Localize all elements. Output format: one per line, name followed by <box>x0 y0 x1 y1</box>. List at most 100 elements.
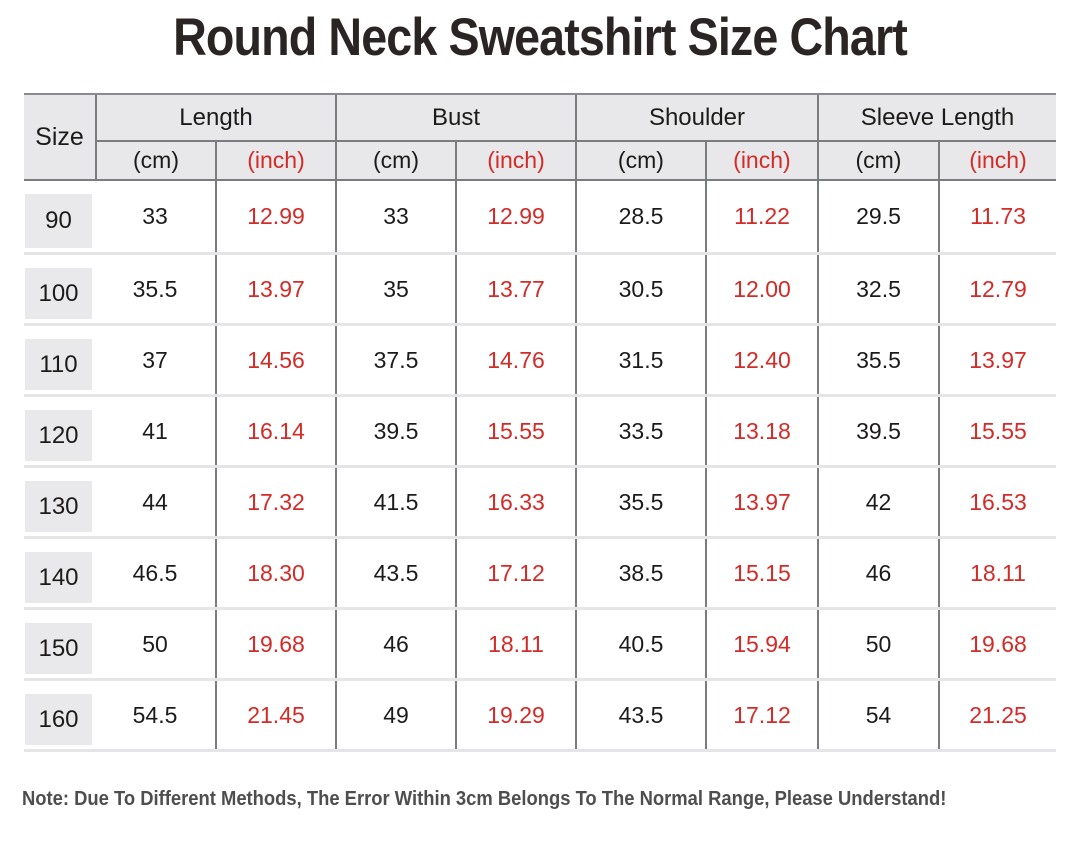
cell-bust-cm: 43.5 <box>335 539 455 607</box>
cell-sleeve-length-cm: 50 <box>817 610 938 678</box>
size-cell: 110 <box>24 326 95 394</box>
cell-length-inch: 13.97 <box>215 255 335 323</box>
col-group-length: Length (cm) (inch) <box>95 95 335 179</box>
col-group-units-bust: (cm) (inch) <box>337 142 575 179</box>
size-badge: 160 <box>25 694 92 745</box>
cell-sleeve-length-inch: 16.53 <box>938 468 1056 536</box>
cell-length-cm: 35.5 <box>132 275 178 302</box>
cell-sleeve-length-inch: 13.97 <box>938 326 1056 394</box>
size-cell: 150 <box>24 610 95 678</box>
cell-sleeve-length-cm: 39.5 <box>817 397 938 465</box>
table-row: 100 35.5 13.97 35 13.77 30.5 12.00 32.5 … <box>24 252 1056 323</box>
cell-length-inch: 18.30 <box>215 539 335 607</box>
table-body: 90 33 12.99 33 12.99 28.5 11.22 29.5 11.… <box>24 181 1056 752</box>
cell-bust-inch: 12.99 <box>455 181 575 252</box>
cell-shoulder-cm: 33.5 <box>575 397 705 465</box>
col-header-length-cm: (cm) <box>133 147 179 173</box>
cell-length-inch: 21.45 <box>215 681 335 749</box>
col-header-shoulder-inch: (inch) <box>704 142 817 179</box>
cell-shoulder-cm: 38.5 <box>575 539 705 607</box>
col-header-shoulder-cm: (cm) <box>617 147 664 173</box>
table-row: 130 44 17.32 41.5 16.33 35.5 13.97 42 16… <box>24 465 1056 536</box>
cell-bust-cm: 46 <box>335 610 455 678</box>
cell-shoulder-inch: 13.97 <box>705 468 817 536</box>
col-group-label-shoulder: Shoulder <box>577 95 817 142</box>
cell-length-cm: 44 <box>142 488 168 515</box>
cell-length-inch: 12.99 <box>215 181 335 252</box>
cell-shoulder-inch: 12.00 <box>705 255 817 323</box>
cell-bust-cm: 37.5 <box>335 326 455 394</box>
cell-shoulder-inch: 12.40 <box>705 326 817 394</box>
size-cell: 160 <box>24 681 95 749</box>
cell-sleeve-length-cm: 42 <box>817 468 938 536</box>
note-text: Note: Due To Different Methods, The Erro… <box>22 788 947 810</box>
cell-sleeve-length-cm: 32.5 <box>817 255 938 323</box>
cell-length-cm: 54.5 <box>132 701 178 728</box>
col-group-label-sleeve-length: Sleeve Length <box>819 95 1056 142</box>
size-cell: 100 <box>24 255 95 323</box>
size-chart-table: Size Length (cm) (inch) Bust (cm) (inch)… <box>24 93 1056 752</box>
cell-shoulder-inch: 11.22 <box>705 181 817 252</box>
table-row: 110 37 14.56 37.5 14.76 31.5 12.40 35.5 … <box>24 323 1056 394</box>
cell-bust-cm: 41.5 <box>335 468 455 536</box>
cell-shoulder-cm: 35.5 <box>575 468 705 536</box>
table-row: 150 50 19.68 46 18.11 40.5 15.94 50 19.6… <box>24 607 1056 678</box>
col-group-units-sleeve-length: (cm) (inch) <box>819 142 1056 179</box>
cell-shoulder-inch: 17.12 <box>705 681 817 749</box>
cell-bust-cm: 33 <box>335 181 455 252</box>
col-header-size: Size <box>35 122 84 151</box>
size-badge: 120 <box>25 410 92 461</box>
cell-bust-cm: 49 <box>335 681 455 749</box>
size-cell: 130 <box>24 468 95 536</box>
cell-length-cm: 50 <box>142 630 168 657</box>
col-group-shoulder: Shoulder (cm) (inch) <box>575 95 817 179</box>
cell-shoulder-cm: 40.5 <box>575 610 705 678</box>
cell-shoulder-inch: 15.15 <box>705 539 817 607</box>
table-row: 90 33 12.99 33 12.99 28.5 11.22 29.5 11.… <box>24 181 1056 252</box>
cell-sleeve-length-inch: 15.55 <box>938 397 1056 465</box>
col-group-sleeve-length: Sleeve Length (cm) (inch) <box>817 95 1056 179</box>
size-badge: 150 <box>25 623 92 674</box>
table-row: 160 54.5 21.45 49 19.29 43.5 17.12 54 21… <box>24 678 1056 749</box>
col-header-bust-cm: (cm) <box>373 147 419 173</box>
cell-length-inch: 19.68 <box>215 610 335 678</box>
cell-shoulder-inch: 15.94 <box>705 610 817 678</box>
cell-shoulder-cm: 30.5 <box>575 255 705 323</box>
size-badge: 110 <box>25 339 92 390</box>
cell-bust-cm: 35 <box>335 255 455 323</box>
page-title: Round Neck Sweatshirt Size Chart <box>173 8 908 67</box>
cell-sleeve-length-inch: 19.68 <box>938 610 1056 678</box>
cell-length-cm: 41 <box>142 417 168 444</box>
cell-sleeve-length-cm: 29.5 <box>817 181 938 252</box>
cell-shoulder-inch: 13.18 <box>705 397 817 465</box>
cell-bust-inch: 17.12 <box>455 539 575 607</box>
cell-length-inch: 16.14 <box>215 397 335 465</box>
cell-bust-inch: 16.33 <box>455 468 575 536</box>
table-header: Size Length (cm) (inch) Bust (cm) (inch)… <box>24 93 1056 181</box>
cell-length-inch: 14.56 <box>215 326 335 394</box>
cell-length-inch: 17.32 <box>215 468 335 536</box>
size-badge: 130 <box>25 481 92 532</box>
size-cell: 140 <box>24 539 95 607</box>
cell-bust-inch: 15.55 <box>455 397 575 465</box>
cell-bust-inch: 13.77 <box>455 255 575 323</box>
cell-sleeve-length-inch: 12.79 <box>938 255 1056 323</box>
size-cell: 90 <box>24 181 95 252</box>
cell-bust-inch: 14.76 <box>455 326 575 394</box>
size-badge: 100 <box>25 268 92 319</box>
size-badge: 90 <box>25 194 92 248</box>
table-row: 120 41 16.14 39.5 15.55 33.5 13.18 39.5 … <box>24 394 1056 465</box>
col-group-bust: Bust (cm) (inch) <box>335 95 575 179</box>
col-group-label-bust: Bust <box>337 95 575 142</box>
cell-bust-inch: 19.29 <box>455 681 575 749</box>
size-badge: 140 <box>25 552 92 603</box>
col-group-label-length: Length <box>97 95 335 142</box>
cell-sleeve-length-cm: 54 <box>817 681 938 749</box>
col-header-sleeve-length-inch: (inch) <box>937 142 1056 179</box>
cell-shoulder-cm: 31.5 <box>575 326 705 394</box>
col-header-bust-inch: (inch) <box>455 142 575 179</box>
size-cell: 120 <box>24 397 95 465</box>
cell-sleeve-length-cm: 35.5 <box>817 326 938 394</box>
col-group-units-length: (cm) (inch) <box>97 142 335 179</box>
